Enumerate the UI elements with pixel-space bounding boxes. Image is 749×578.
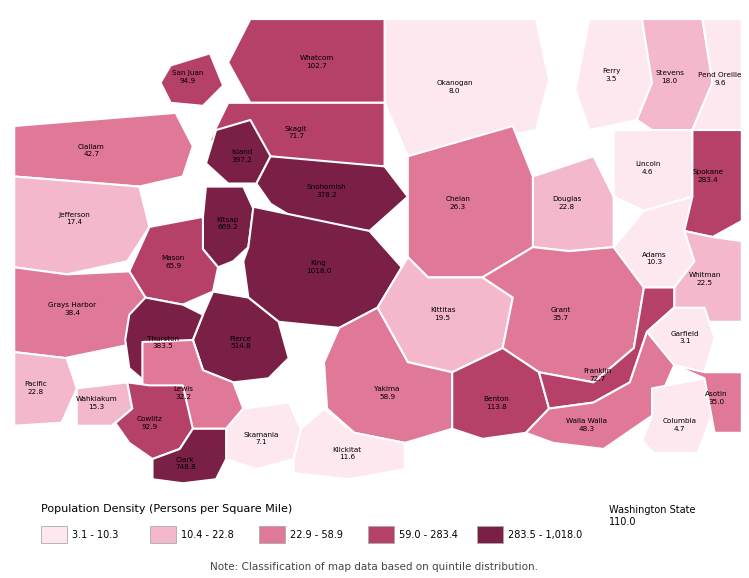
Text: Pend Oreille
9.6: Pend Oreille 9.6 (698, 72, 742, 86)
Text: 283.5 - 1,018.0: 283.5 - 1,018.0 (509, 529, 583, 540)
Text: Grant
35.7: Grant 35.7 (551, 307, 571, 321)
Text: Stevens
18.0: Stevens 18.0 (655, 71, 684, 84)
Text: Douglas
22.8: Douglas 22.8 (552, 197, 581, 210)
Text: Cowlitz
92.9: Cowlitz 92.9 (137, 417, 163, 430)
Bar (477, 526, 503, 543)
Text: Kittitas
19.5: Kittitas 19.5 (430, 307, 455, 321)
Text: Columbia
4.7: Columbia 4.7 (663, 418, 697, 432)
Text: San Juan
94.9: San Juan 94.9 (172, 71, 203, 84)
Text: Garfield
3.1: Garfield 3.1 (670, 331, 699, 344)
Text: Pacific
22.8: Pacific 22.8 (25, 381, 47, 395)
Text: Spokane
283.4: Spokane 283.4 (693, 169, 724, 183)
Text: Okanogan
8.0: Okanogan 8.0 (437, 80, 473, 94)
Bar (41, 526, 67, 543)
Text: Yakima
58.9: Yakima 58.9 (374, 386, 400, 400)
Text: Kitsap
669.2: Kitsap 669.2 (216, 217, 239, 230)
Text: Adams
10.3: Adams 10.3 (642, 252, 667, 265)
Text: Benton
113.8: Benton 113.8 (483, 397, 509, 410)
Text: Lewis
32.2: Lewis 32.2 (173, 386, 193, 400)
Text: Snohomish
378.2: Snohomish 378.2 (307, 184, 346, 198)
Text: 3.1 - 10.3: 3.1 - 10.3 (72, 529, 118, 540)
Text: 10.4 - 22.8: 10.4 - 22.8 (181, 529, 234, 540)
Text: Skamania
7.1: Skamania 7.1 (243, 432, 279, 445)
Text: Grays Harbor
38.4: Grays Harbor 38.4 (48, 302, 97, 316)
Bar (368, 526, 394, 543)
Text: Ferry
3.5: Ferry 3.5 (602, 68, 620, 82)
Text: Clallam
42.7: Clallam 42.7 (78, 144, 105, 157)
Text: Clark
748.8: Clark 748.8 (175, 457, 195, 470)
Text: Mason
65.9: Mason 65.9 (162, 255, 185, 269)
Text: 59.0 - 283.4: 59.0 - 283.4 (399, 529, 458, 540)
Text: Note: Classification of map data based on quintile distribution.: Note: Classification of map data based o… (210, 561, 538, 572)
Bar (259, 526, 285, 543)
Text: Population Density (Persons per Square Mile): Population Density (Persons per Square M… (41, 504, 292, 514)
Text: Asotin
35.0: Asotin 35.0 (705, 391, 727, 405)
Text: Whatcom
102.7: Whatcom 102.7 (300, 55, 333, 69)
Bar (150, 526, 176, 543)
Text: Wahkiakum
15.3: Wahkiakum 15.3 (76, 397, 118, 410)
Text: Skagit
71.7: Skagit 71.7 (285, 126, 308, 139)
Text: Washington State
110.0: Washington State 110.0 (609, 505, 696, 527)
Text: Island
397.2: Island 397.2 (231, 149, 252, 162)
Text: Pierce
514.8: Pierce 514.8 (230, 336, 252, 349)
Text: Klickitat
11.6: Klickitat 11.6 (333, 447, 361, 460)
Text: King
1018.0: King 1018.0 (306, 260, 331, 273)
Text: Thurston
383.5: Thurston 383.5 (147, 336, 179, 349)
Text: Lincoln
4.6: Lincoln 4.6 (635, 161, 660, 175)
Text: 22.9 - 58.9: 22.9 - 58.9 (290, 529, 343, 540)
Text: Whitman
22.5: Whitman 22.5 (689, 272, 721, 286)
Text: Franklin
72.7: Franklin 72.7 (583, 368, 611, 381)
Text: Jefferson
17.4: Jefferson 17.4 (58, 212, 90, 225)
Text: Chelan
26.3: Chelan 26.3 (446, 197, 470, 210)
Text: Walla Walla
48.3: Walla Walla 48.3 (566, 418, 607, 432)
